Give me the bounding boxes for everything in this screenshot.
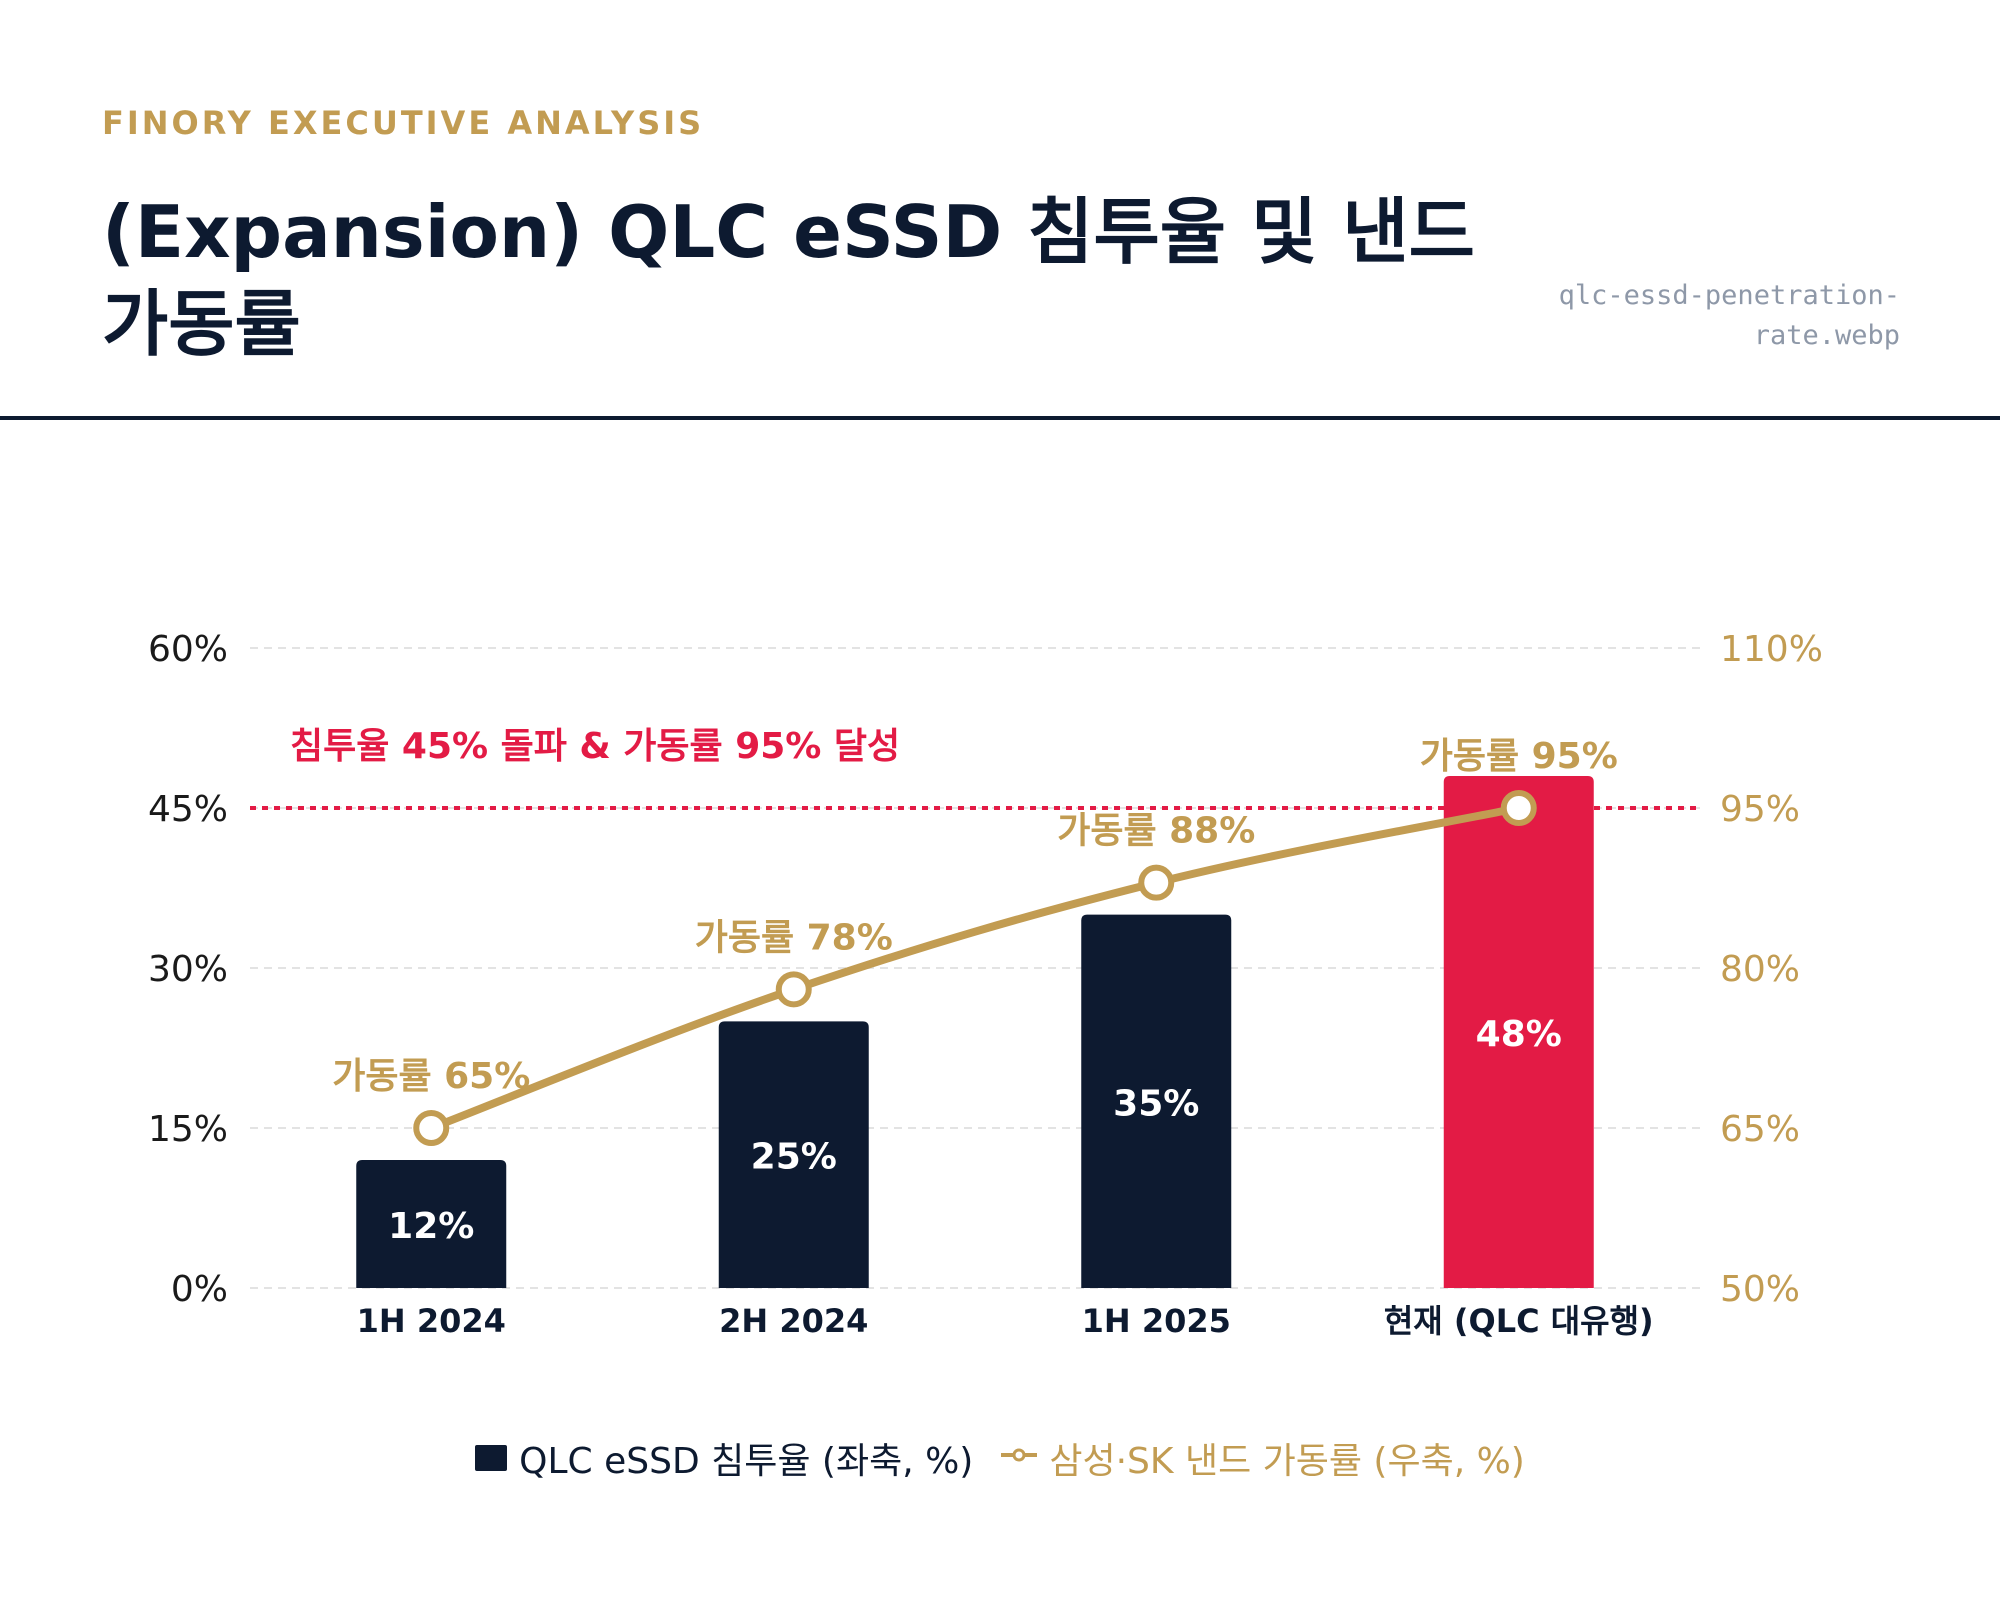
- y-left-tick-label: 30%: [148, 949, 228, 990]
- legend-label-utilization: 삼성·SK 낸드 가동률 (우축, %): [1049, 1441, 1525, 1482]
- bar-data-label: 12%: [388, 1206, 474, 1247]
- filename-label: qlc-essd-penetration-rate.webp: [1558, 280, 1900, 351]
- utilization-line: [427, 804, 1523, 1132]
- y-left-tick-label: 60%: [148, 629, 228, 670]
- line-point: [413, 1110, 450, 1146]
- bar-data-label: 48%: [1476, 1014, 1562, 1055]
- legend-item-penetration: QLC eSSD 침투율 (좌축, %): [475, 1432, 973, 1484]
- x-tick-label: 1H 2025: [1082, 1302, 1231, 1340]
- legend-label-penetration: QLC eSSD 침투율 (좌축, %): [519, 1441, 974, 1482]
- chart-legend: QLC eSSD 침투율 (좌축, %) 삼성·SK 낸드 가동률 (우축, %…: [0, 1432, 2000, 1484]
- line-data-label: 가동률 65%: [332, 1056, 530, 1097]
- bar: [718, 1021, 869, 1288]
- bar: [1081, 914, 1232, 1288]
- bar-data-label: 35%: [1113, 1083, 1199, 1124]
- page-title: (Expansion) QLC eSSD 침투율 및 낸드 가동률: [102, 190, 1475, 366]
- y-right-tick-label: 80%: [1720, 949, 1800, 990]
- legend-bar-swatch: [475, 1445, 508, 1471]
- threshold-label: 침투율 45% 돌파 & 가동률 95% 달성: [290, 726, 900, 767]
- line-point: [775, 971, 812, 1008]
- line-data-label: 가동률 78%: [695, 917, 893, 958]
- y-right-tick-label: 95%: [1720, 789, 1800, 830]
- x-tick-label: 2H 2024: [719, 1302, 868, 1340]
- bar-data-label: 25%: [751, 1137, 837, 1178]
- legend-item-utilization: 삼성·SK 낸드 가동률 (우축, %): [1001, 1432, 1525, 1484]
- y-left-tick-label: 0%: [171, 1269, 228, 1310]
- line-data-label: 가동률 95%: [1420, 736, 1618, 777]
- x-tick-label: 1H 2024: [357, 1302, 506, 1340]
- bar: [356, 1160, 507, 1288]
- y-right-tick-label: 65%: [1720, 1109, 1800, 1150]
- line-point: [1500, 790, 1537, 826]
- y-left-tick-label: 45%: [148, 789, 228, 830]
- header-divider: [0, 416, 2000, 420]
- line-point: [1138, 864, 1175, 901]
- line-data-label: 가동률 88%: [1057, 811, 1255, 852]
- y-right-tick-label: 110%: [1720, 629, 1823, 670]
- legend-line-icon: [1001, 1448, 1038, 1462]
- y-left-tick-label: 15%: [148, 1109, 228, 1150]
- y-right-tick-label: 50%: [1720, 1269, 1800, 1310]
- eyebrow-label: FINORY EXECUTIVE ANALYSIS: [102, 104, 705, 142]
- bar: [1443, 776, 1594, 1288]
- x-tick-label: 현재 (QLC 대유행): [1384, 1302, 1654, 1340]
